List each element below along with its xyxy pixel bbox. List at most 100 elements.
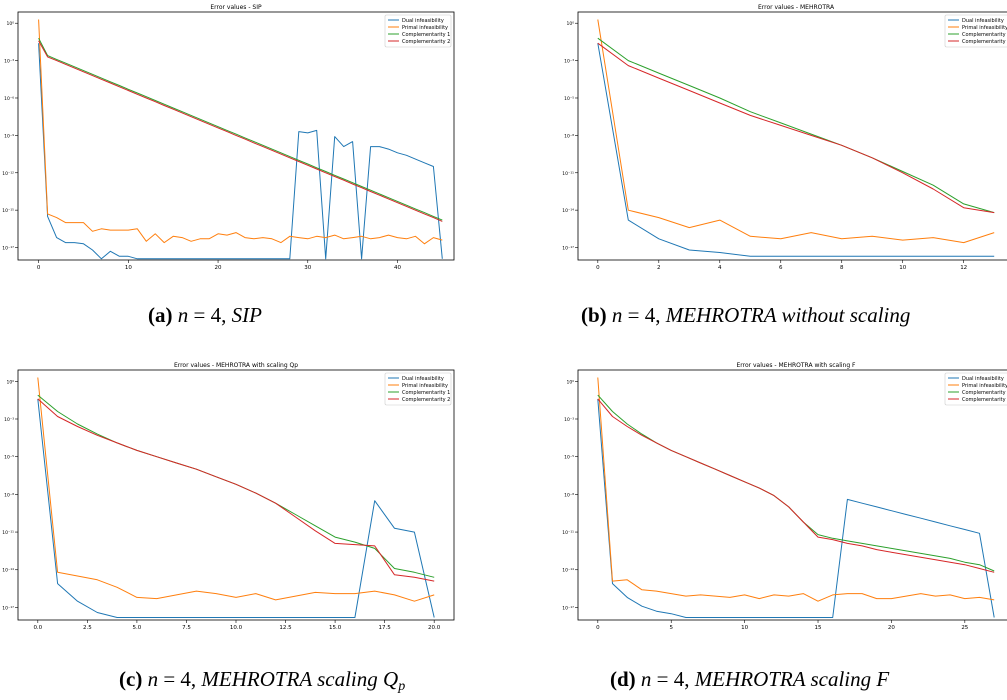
p1-y-tick-label: 10⁻¹⁷ — [562, 246, 574, 252]
p2-y-tick-label: 10⁻⁸ — [4, 492, 14, 498]
p1-y-tick-label: 10⁻⁸ — [564, 133, 574, 139]
caption-d-label: (d) — [610, 667, 636, 691]
caption-a-method: SIP — [231, 303, 262, 327]
p0-legend-label-2: Complementarity 1 — [402, 32, 450, 38]
panel-a: Error values - SIP 0 10 20 30 40 10⁰ 10⁻³ 10⁻⁶ 10… — [0, 0, 470, 271]
p1-x-tick-label: 6 — [779, 265, 783, 271]
p0-y-tick-label: 10⁻¹² — [2, 171, 14, 177]
p3-x-tick-label: 25 — [961, 625, 968, 631]
p1-y-tick-label: 10⁻¹¹ — [562, 171, 574, 177]
p1-x-tick-label: 8 — [840, 265, 844, 271]
p0-y-tick-label: 10⁰ — [6, 21, 14, 27]
p0-x-tick-label: 10 — [125, 265, 132, 271]
p2-x-tick-label: 2.5 — [83, 625, 92, 631]
p1-y-tick-label: 10⁻¹⁴ — [562, 208, 574, 214]
p3-x-tick-label: 10 — [741, 625, 748, 631]
caption-c-label: (c) — [119, 667, 143, 691]
p2-y-tick-label: 10⁻³ — [4, 417, 14, 423]
p2-y-tick-label: 10⁰ — [6, 379, 14, 385]
caption-c: (c) n = 4, MEHROTRA scaling Qp — [119, 667, 405, 695]
p3-y-tick-label: 10⁻⁸ — [564, 492, 574, 498]
caption-c-n: n — [147, 667, 159, 691]
p2-x-tick-label: 7.5 — [182, 625, 191, 631]
caption-d-n: n — [640, 667, 652, 691]
p0-chart-title: Error values - SIP — [210, 4, 262, 11]
chart-b: Error values - MEHROTRA 0 2 4 6 8 10 12 10⁰ 10⁻³ 1… — [562, 4, 1007, 271]
p3-y-tick-label: 10⁰ — [566, 379, 574, 385]
p1-legend-box — [944, 14, 1007, 48]
p0-y-tick-label: 10⁻¹⁷ — [2, 246, 14, 252]
p2-series-line-3 — [37, 398, 435, 582]
p0-series-line-0 — [38, 43, 443, 260]
chart-d: Error values - MEHROTRA with scaling F 0 5… — [562, 362, 1007, 631]
p2-legend-box — [384, 372, 452, 406]
p2-series-line-0 — [37, 398, 435, 618]
p0-x-tick-label: 40 — [394, 265, 401, 271]
p1-series-line-0 — [597, 43, 995, 257]
p3-y-tick-label: 10⁻⁵ — [564, 455, 574, 461]
p2-x-tick-label: 20.0 — [428, 625, 441, 631]
p0-x-tick-label: 30 — [304, 265, 311, 271]
p1-series-line-1 — [597, 19, 995, 244]
p0-series-line-2 — [38, 37, 443, 221]
p0-legend-label-3: Complementarity 2 — [402, 39, 450, 45]
chart-a: Error values - SIP 0 10 20 30 40 10⁰ 10⁻³ 10⁻⁶ 10… — [2, 4, 455, 271]
p2-legend-label-1: Primal infeasibility — [402, 383, 448, 389]
p1-x-tick-label: 4 — [718, 265, 722, 271]
p1-series-line-3 — [597, 42, 995, 214]
p0-y-tick-label: 10⁻⁹ — [4, 133, 14, 139]
caption-b-n: n — [611, 303, 623, 327]
p2-x-tick-label: 0.0 — [33, 625, 42, 631]
p2-x-tick-label: 10.0 — [230, 625, 243, 631]
p3-legend-label-0: Dual infeasibility — [962, 376, 1004, 382]
p2-legend-label-0: Dual infeasibility — [402, 376, 444, 382]
caption-c-symbol: Q — [383, 667, 399, 691]
p2-x-tick-label: 17.5 — [379, 625, 392, 631]
p1-legend-label-0: Dual infeasibility — [962, 18, 1004, 24]
p3-legend-box — [944, 372, 1007, 406]
caption-d-method: MEHROTRA scaling — [694, 667, 872, 691]
p3-series-line-2 — [597, 394, 995, 572]
p3-y-tick-label: 10⁻¹⁴ — [562, 568, 574, 574]
p3-legend-label-3: Complementarity 2 — [962, 397, 1007, 403]
p3-x-tick-label: 0 — [596, 625, 600, 631]
p3-y-tick-label: 10⁻³ — [564, 417, 574, 423]
p1-chart-title: Error values - MEHROTRA — [758, 4, 835, 11]
p1-legend-label-1: Primal infeasibility — [962, 25, 1007, 31]
p0-series-line-1 — [38, 19, 443, 245]
p2-x-tick-label: 5.0 — [133, 625, 142, 631]
p2-y-tick-label: 10⁻¹⁴ — [2, 568, 14, 574]
p3-legend-label-1: Primal infeasibility — [962, 383, 1007, 389]
p0-legend-box — [384, 14, 452, 48]
p0-y-tick-label: 10⁻³ — [4, 59, 14, 65]
p3-series-line-3 — [597, 398, 995, 573]
p0-plot-frame — [17, 11, 455, 261]
p3-y-tick-label: 10⁻¹¹ — [562, 530, 574, 536]
p2-series-line-1 — [37, 377, 435, 602]
p2-legend-label-3: Complementarity 2 — [402, 397, 450, 403]
panel-b: Error values - MEHROTRA 0 2 4 6 8 10 12 10⁰ 10⁻³ 1… — [560, 0, 1007, 271]
p1-series-line-2 — [597, 37, 995, 214]
p3-x-tick-label: 20 — [888, 625, 895, 631]
p1-y-tick-label: 10⁻³ — [564, 59, 574, 65]
p0-x-tick-label: 0 — [37, 265, 41, 271]
caption-b: (b) n = 4, MEHROTRA without scaling — [581, 303, 910, 328]
caption-c-method: MEHROTRA scaling — [201, 667, 378, 691]
p1-plot-frame — [577, 11, 1007, 261]
p1-x-tick-label: 10 — [899, 265, 906, 271]
caption-c-subscript: p — [398, 679, 406, 694]
p1-y-tick-label: 10⁻⁵ — [564, 96, 574, 102]
p2-y-tick-label: 10⁻¹¹ — [2, 530, 14, 536]
p3-series-line-0 — [597, 398, 995, 618]
p2-x-tick-label: 12.5 — [279, 625, 292, 631]
p2-series-line-2 — [37, 394, 435, 578]
caption-a-label: (a) — [148, 303, 173, 327]
p0-series-line-3 — [38, 40, 443, 222]
p3-series-line-1 — [597, 377, 995, 602]
p1-x-tick-label: 2 — [657, 265, 661, 271]
caption-d-eq: = 4, — [651, 667, 690, 691]
p1-x-tick-label: 0 — [596, 265, 600, 271]
caption-d-symbol: F — [876, 667, 890, 691]
caption-a: (a) n = 4, SIP — [148, 303, 262, 328]
caption-b-eq: = 4, — [622, 303, 661, 327]
